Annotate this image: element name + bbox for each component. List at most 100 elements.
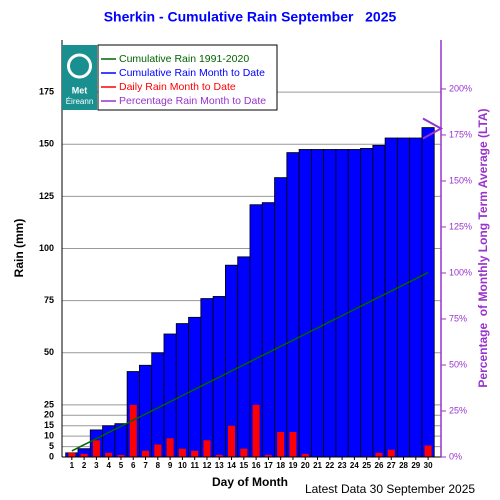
cumulative-bar — [274, 177, 288, 458]
daily-bar — [117, 454, 125, 457]
cumulative-bar — [372, 144, 386, 458]
daily-bar — [142, 450, 150, 457]
x-tick-label: 8 — [156, 461, 161, 470]
x-tick-label: 6 — [131, 461, 136, 470]
y2-tick-label: 175% — [449, 129, 472, 139]
y2-tick-label: 100% — [449, 267, 472, 277]
daily-bar — [215, 454, 223, 457]
y-tick-label: 15 — [44, 420, 54, 430]
y-tick-label: 10 — [44, 431, 54, 441]
cumulative-bar — [335, 149, 349, 458]
y2-tick-label: 125% — [449, 221, 472, 231]
legend-label: Percentage Rain Month to Date — [119, 95, 266, 107]
x-tick-label: 13 — [215, 461, 224, 470]
y-tick-label: 25 — [44, 399, 54, 409]
x-tick-label: 11 — [190, 461, 199, 470]
legend-label: Daily Rain Month to Date — [119, 81, 236, 93]
y2-tick-label: 150% — [449, 175, 472, 185]
daily-bar — [387, 449, 395, 457]
daily-bar — [154, 444, 162, 457]
cumulative-bar — [409, 137, 423, 458]
x-tick-label: 16 — [252, 461, 261, 470]
logo-text: Éireann — [66, 97, 94, 106]
daily-bar — [203, 440, 211, 457]
x-tick-label: 25 — [362, 461, 371, 470]
y-tick-label: 125 — [39, 191, 54, 201]
daily-bar — [252, 404, 260, 457]
y-tick-label: 0 — [49, 451, 54, 461]
cumulative-bar — [286, 152, 300, 458]
daily-bar — [92, 440, 100, 457]
x-tick-label: 19 — [289, 461, 298, 470]
x-tick-label: 30 — [424, 461, 433, 470]
x-tick-label: 26 — [375, 461, 384, 470]
y2-tick-label: 200% — [449, 83, 472, 93]
daily-bar — [424, 445, 432, 457]
x-tick-label: 23 — [338, 461, 347, 470]
y-tick-label: 5 — [49, 441, 54, 451]
x-tick-label: 28 — [399, 461, 408, 470]
daily-bar — [375, 452, 383, 457]
legend-box — [97, 44, 278, 111]
y-tick-label: 20 — [44, 410, 54, 420]
x-tick-label: 14 — [227, 461, 236, 470]
cumulative-bar — [347, 149, 361, 458]
y2-tick-label: 25% — [449, 405, 467, 415]
x-tick-label: 29 — [411, 461, 420, 470]
cumulative-bar — [237, 256, 251, 458]
x-tick-label: 22 — [325, 461, 334, 470]
logo-swirl — [67, 53, 92, 79]
x-tick-label: 4 — [106, 461, 111, 470]
cumulative-bar — [261, 202, 275, 458]
cumulative-bar — [175, 323, 189, 458]
y-tick-label: 75 — [44, 295, 54, 305]
cumulative-bar — [298, 149, 312, 458]
cumulative-bar — [421, 127, 435, 458]
daily-bar — [289, 431, 297, 457]
y2-tick-label: 75% — [449, 313, 467, 323]
cumulative-bar — [384, 137, 398, 458]
x-tick-label: 10 — [178, 461, 187, 470]
daily-bar — [166, 438, 174, 457]
x-tick-label: 15 — [239, 461, 248, 470]
x-tick-label: 2 — [82, 461, 87, 470]
x-tick-label: 9 — [168, 461, 173, 470]
daily-bar — [129, 404, 137, 457]
x-tick-label: 5 — [119, 461, 124, 470]
cumulative-bar — [396, 137, 411, 458]
x-tick-label: 27 — [387, 461, 396, 470]
x-tick-label: 7 — [143, 461, 148, 470]
x-tick-label: 21 — [313, 461, 322, 470]
daily-bar — [277, 431, 285, 457]
x-tick-label: 1 — [70, 461, 75, 470]
footnote: Latest Data 30 September 2025 — [305, 482, 475, 496]
lta-line — [71, 271, 429, 452]
daily-bar — [68, 452, 76, 457]
daily-bar — [178, 448, 186, 457]
cumulative-bar — [323, 149, 337, 458]
cumulative-bar — [200, 298, 214, 458]
cumulative-bar — [310, 149, 325, 458]
daily-bar — [80, 453, 88, 457]
x-tick-label: 12 — [203, 461, 212, 470]
daily-bar — [264, 454, 272, 457]
y2-tick-label: 50% — [449, 359, 467, 369]
x-tick-label: 20 — [301, 461, 310, 470]
daily-bar — [301, 453, 309, 457]
daily-bar — [191, 450, 199, 457]
y-tick-label: 175 — [39, 87, 54, 97]
daily-bar — [105, 452, 113, 457]
y-tick-label: 50 — [44, 347, 54, 357]
y2-tick-label: 0% — [449, 451, 462, 461]
x-tick-label: 3 — [94, 461, 99, 470]
x-tick-label: 24 — [350, 461, 359, 470]
daily-bar — [228, 425, 236, 457]
x-axis-label: Day of Month — [212, 475, 288, 489]
x-tick-label: 17 — [264, 461, 273, 470]
y2-axis-label: Percentage of Monthly Long Term Average … — [476, 108, 490, 387]
y-axis-label: Rain (mm) — [12, 219, 26, 278]
legend-label: Cumulative Rain Month to Date — [119, 67, 265, 79]
logo-text: Met — [72, 85, 88, 95]
x-tick-label: 18 — [276, 461, 285, 470]
